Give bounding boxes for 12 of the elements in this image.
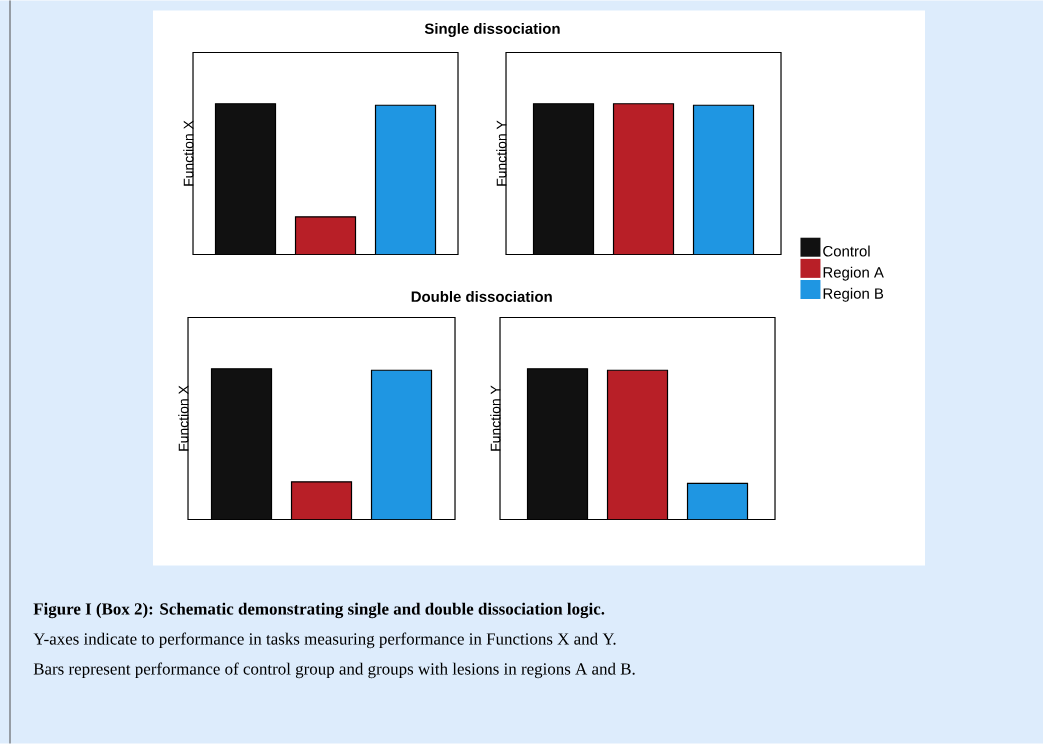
legend-label: Region B	[823, 287, 884, 302]
y-axis-title: Function Y	[490, 385, 501, 451]
y-axis-title: Function X	[178, 385, 189, 451]
text: Bars represent performance of control group and groups with lesions in regions A and B.	[33, 662, 635, 679]
legend-label: Control	[823, 245, 870, 257]
y-axis-title: Function Y	[496, 120, 507, 186]
text: Single dissociation	[424, 22, 560, 37]
text: Figure I (Box 2): Schematic demonstrating single and double dissociation logic.	[33, 602, 605, 619]
text: Y-axes indicate to performance in tasks measuring performance in Functions X and Y.	[33, 632, 616, 649]
y-axis-title: Function X	[183, 120, 194, 186]
chart-title: Double dissociation	[411, 291, 552, 302]
legend-label: Region A	[823, 266, 884, 281]
